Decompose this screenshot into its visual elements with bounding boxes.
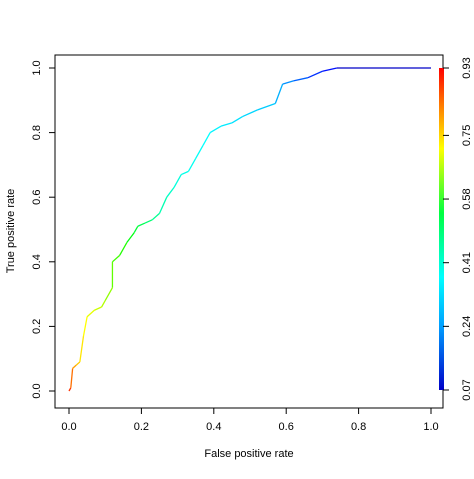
x-tick-label: 0.0 — [61, 421, 76, 433]
roc-segment — [180, 170, 189, 176]
y-tick-label: 1.0 — [31, 60, 43, 75]
roc-segment — [144, 219, 153, 224]
roc-segment — [101, 300, 106, 308]
roc-segment — [231, 115, 244, 124]
x-tick-label: 0.8 — [351, 421, 366, 433]
roc-segment — [72, 364, 77, 369]
y2-tick-label: 0.93 — [461, 57, 473, 78]
roc-segment — [68, 387, 72, 392]
y-axis-title: True positive rate — [5, 189, 17, 274]
y2-tick-label: 0.75 — [461, 125, 473, 146]
roc-segment — [293, 77, 309, 82]
roc-segment — [151, 212, 160, 221]
roc-segment — [112, 254, 121, 263]
roc-segment — [274, 83, 284, 104]
roc-segment — [75, 361, 81, 366]
roc-segment — [94, 306, 102, 311]
roc-segment — [173, 174, 182, 188]
roc-segment — [70, 368, 74, 388]
roc-segment — [322, 67, 338, 72]
roc-segment — [137, 222, 146, 227]
y-tick-label: 0.6 — [31, 190, 43, 205]
roc-segment — [126, 232, 135, 243]
x-tick-label: 1.0 — [423, 421, 438, 433]
roc-segment — [282, 80, 294, 85]
roc-segment — [220, 122, 233, 127]
roc-segment — [104, 287, 114, 301]
y-tick-label: 0.4 — [31, 254, 43, 269]
y-tick-label: 0.2 — [31, 319, 43, 334]
roc-segment — [158, 196, 168, 214]
y2-tick-label: 0.24 — [461, 316, 473, 337]
x-axis-title: False positive rate — [204, 448, 293, 460]
x-tick-label: 0.6 — [279, 421, 294, 433]
roc-segment — [242, 109, 258, 118]
roc-segment — [257, 102, 276, 111]
roc-segment — [307, 70, 323, 79]
x-tick-label: 0.4 — [206, 421, 221, 433]
roc-segment — [187, 158, 197, 172]
roc-segment — [195, 145, 204, 159]
plot-frame — [54, 54, 444, 409]
colorbar — [439, 68, 444, 390]
y2-tick-label: 0.07 — [461, 379, 473, 400]
roc-segment — [86, 309, 95, 318]
roc-segment — [119, 242, 128, 256]
roc-segment — [133, 225, 139, 234]
y2-tick-label: 0.41 — [461, 252, 473, 273]
y2-tick-label: 0.58 — [461, 188, 473, 209]
y-tick-label: 0.0 — [31, 383, 43, 398]
roc-segment — [79, 335, 85, 363]
roc-segment — [202, 132, 211, 146]
roc-segment — [166, 187, 175, 198]
x-tick-label: 0.2 — [134, 421, 149, 433]
roc-segment — [82, 316, 88, 337]
y-tick-label: 0.8 — [31, 125, 43, 140]
roc-segment — [209, 125, 222, 134]
